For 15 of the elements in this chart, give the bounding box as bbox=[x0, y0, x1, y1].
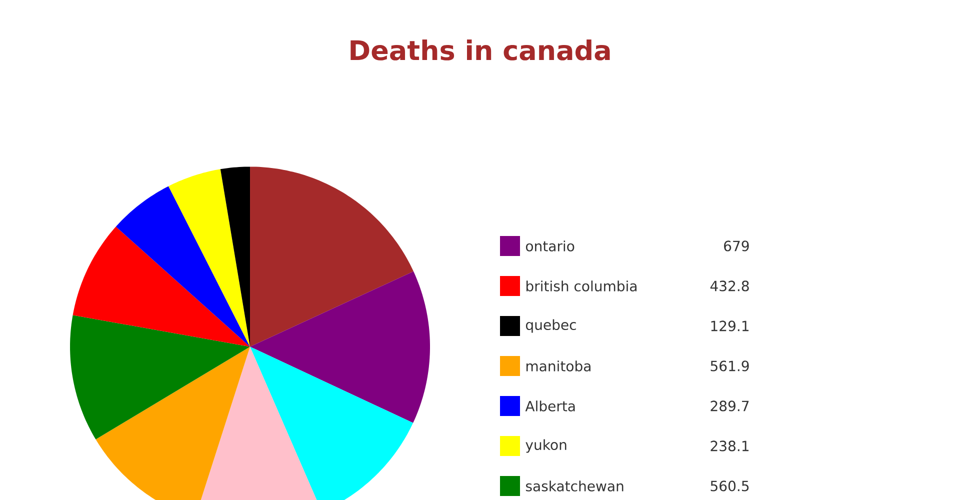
legend-label: Alberta bbox=[525, 400, 575, 412]
legend-label: yukon bbox=[526, 439, 566, 453]
data-label: 560.5 bbox=[710, 480, 749, 492]
data-label: 561.9 bbox=[710, 360, 749, 372]
data-label: 432.8 bbox=[710, 280, 749, 292]
data-label: 289.7 bbox=[710, 400, 749, 412]
legend-label: ontario bbox=[526, 240, 574, 252]
legend-label: saskatchewan bbox=[526, 480, 624, 492]
legend-label: manitoba bbox=[526, 360, 590, 372]
legend-label: quebec bbox=[526, 319, 576, 333]
data-label: 238.1 bbox=[710, 440, 749, 452]
legend-label: british columbia bbox=[526, 280, 636, 292]
chart-title: Deaths in canada bbox=[350, 40, 610, 60]
data-label: 679 bbox=[724, 240, 749, 252]
data-label: 129.1 bbox=[711, 320, 749, 332]
